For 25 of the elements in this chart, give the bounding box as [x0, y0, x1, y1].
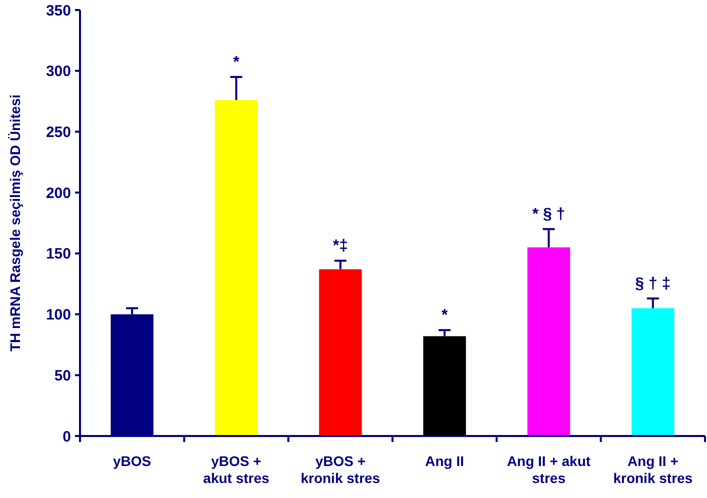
y-tick-label: 300: [46, 63, 71, 80]
x-tick-label: Ang II + kronik stres: [613, 453, 693, 486]
y-tick-label: 200: [46, 184, 71, 202]
x-tick-label: yBOS + akut stres: [203, 453, 270, 486]
annotation: *: [441, 307, 448, 324]
y-tick-label: 100: [46, 306, 71, 324]
x-tick-label: yBOS: [113, 453, 152, 469]
y-axis-title: TH mRNA Rasgele seçilmiş OD Ünitesi: [7, 94, 23, 352]
y-tick-label: 50: [54, 367, 71, 384]
x-tick-label: Ang II + akut stres: [506, 453, 591, 486]
bar: [527, 247, 570, 436]
annotation: *‡: [332, 238, 348, 255]
y-tick-label: 250: [46, 124, 71, 141]
annotation: * § †: [532, 206, 566, 224]
y-tick-label: 0: [62, 428, 71, 446]
bar: [632, 308, 674, 436]
annotation: § † ‡: [635, 275, 671, 292]
bar: [423, 336, 466, 436]
y-tick-label: 350: [46, 2, 71, 20]
bar: [319, 269, 362, 436]
x-tick-label: Ang II: [425, 453, 464, 469]
y-tick-label: 150: [46, 246, 71, 263]
annotation: *: [233, 54, 240, 71]
x-tick-label: yBOS + kronik stres: [300, 453, 380, 486]
bar: [214, 100, 258, 436]
